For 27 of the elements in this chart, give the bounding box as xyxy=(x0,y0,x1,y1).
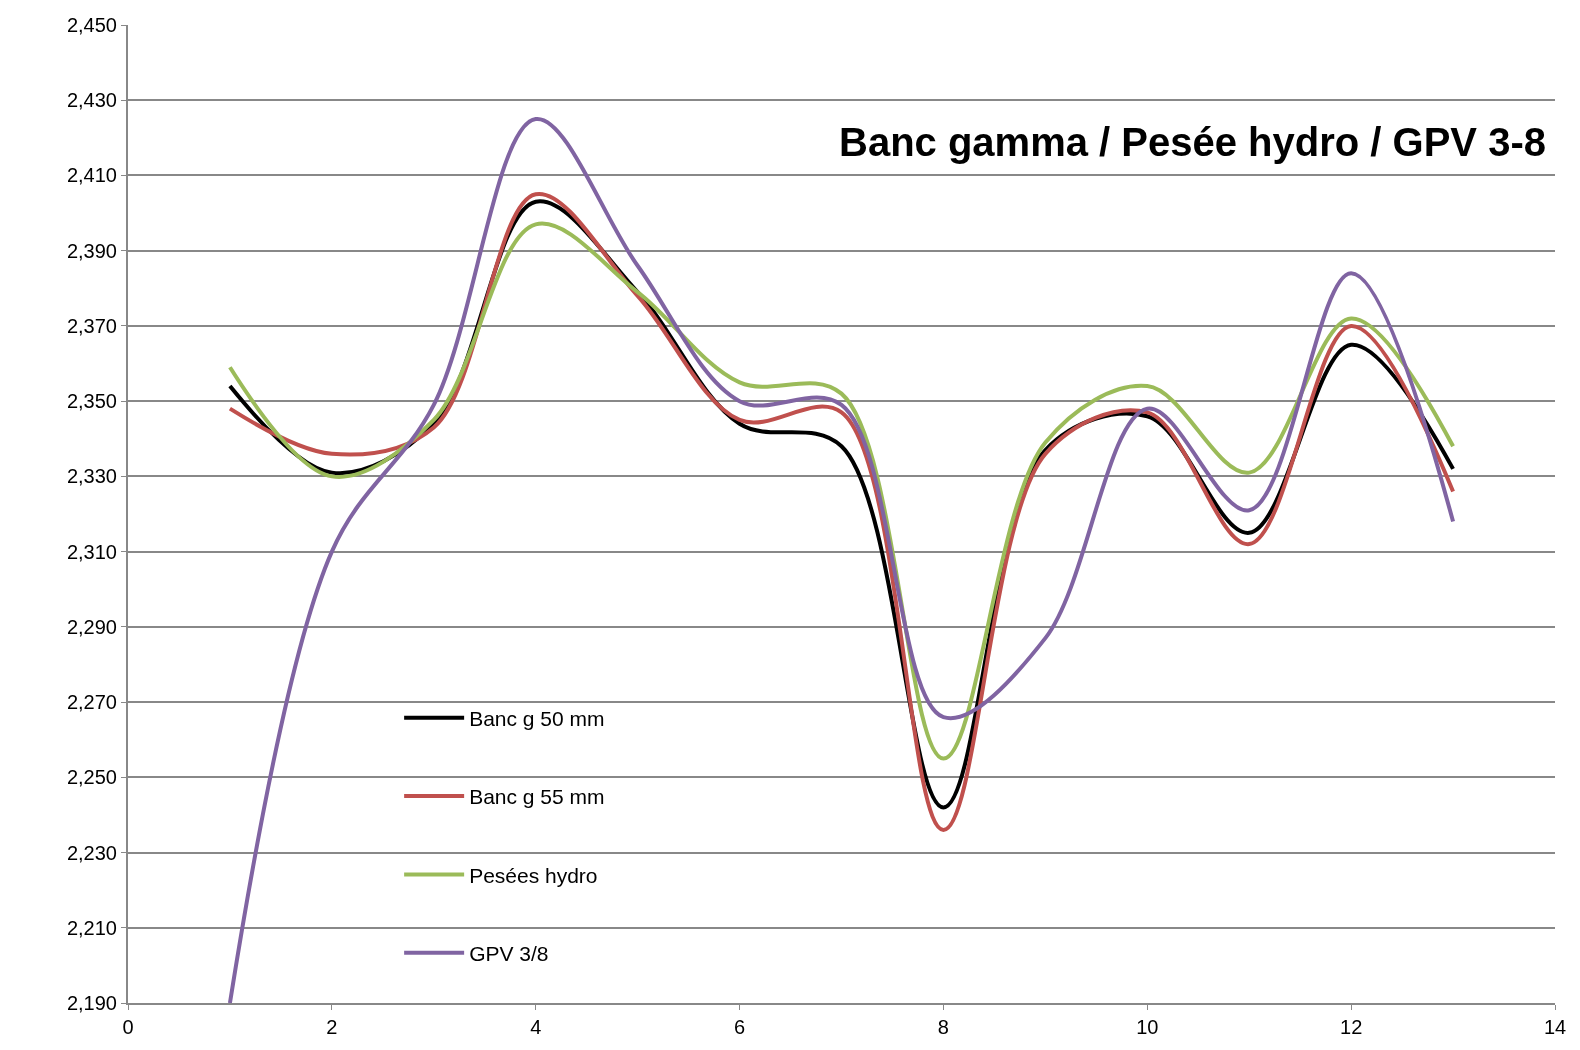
y-tick-label: 2,330 xyxy=(66,465,117,488)
y-tick-label: 2,390 xyxy=(66,239,117,262)
x-tick-label: 10 xyxy=(1136,1016,1159,1038)
x-tick-label: 14 xyxy=(1543,1016,1567,1038)
legend-label: GPV 3/8 xyxy=(469,941,549,965)
y-tick-label: 2,410 xyxy=(66,164,117,187)
y-tick-label: 2,250 xyxy=(66,766,117,789)
y-tick-label: 2,450 xyxy=(66,14,117,36)
x-tick-label: 12 xyxy=(1340,1016,1363,1038)
y-tick-label: 2,210 xyxy=(66,916,117,939)
x-tick-label: 4 xyxy=(530,1016,542,1038)
y-tick-label: 2,430 xyxy=(66,89,117,112)
y-tick-label: 2,290 xyxy=(66,615,117,638)
y-tick-label: 2,270 xyxy=(66,691,117,714)
y-tick-label: 2,370 xyxy=(66,314,117,337)
x-tick-label: 8 xyxy=(937,1016,949,1038)
legend-label: Banc g 50 mm xyxy=(469,707,605,730)
text: Banc gamma / Pesée hydro / GPV 3-8 xyxy=(839,120,1546,164)
legend-label: Banc g 55 mm xyxy=(469,785,605,809)
x-tick-label: 6 xyxy=(734,1016,746,1038)
x-tick-label: 2 xyxy=(326,1016,338,1038)
y-tick-label: 2,190 xyxy=(66,992,117,1014)
y-tick-label: 2,230 xyxy=(66,841,117,864)
y-tick-label: 2,350 xyxy=(66,390,117,413)
legend-label: Pesées hydro xyxy=(469,863,598,887)
y-tick-label: 2,310 xyxy=(66,540,117,563)
x-tick-label: 0 xyxy=(122,1016,134,1038)
